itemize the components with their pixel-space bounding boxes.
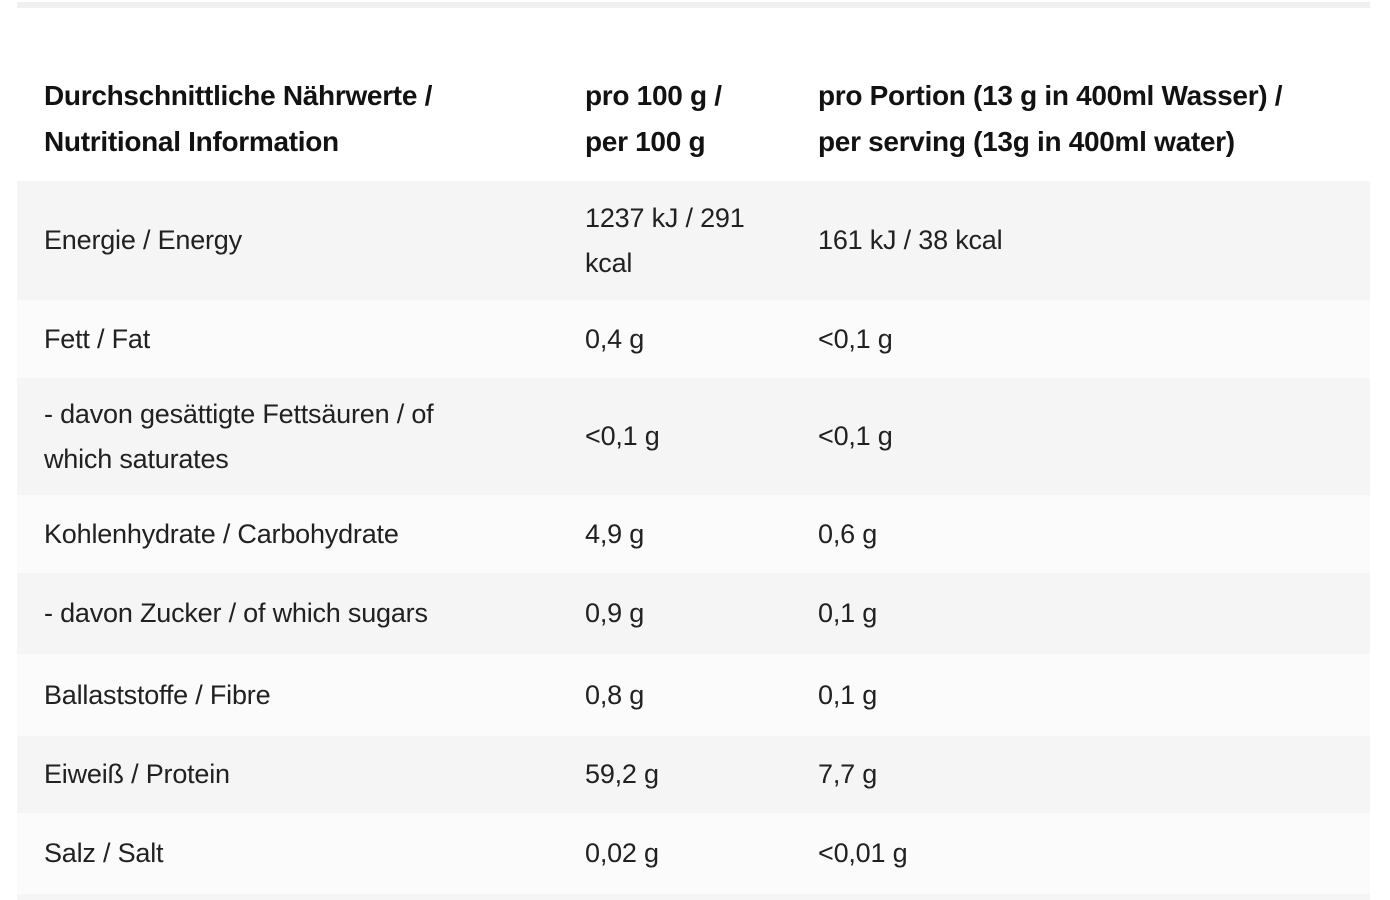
header-per100: pro 100 g / per 100 g (585, 73, 818, 165)
table-row-protein: Eiweiß / Protein 59,2 g 7,7 g (17, 736, 1370, 813)
per100-value: 59,2 g (585, 759, 659, 789)
serving-value: 0,1 g (818, 679, 878, 710)
table-row-fat: Fett / Fat 0,4 g <0,1 g (17, 300, 1370, 378)
per100-value: 0,8 g (585, 679, 645, 710)
top-divider (17, 2, 1370, 8)
nutrient-label: Ballaststoffe / Fibre (44, 679, 271, 710)
serving-value: 7,7 g (818, 759, 878, 789)
header-nutrient-line1: Durchschnittliche Nährwerte / (44, 80, 433, 111)
serving-value: <0,01 g (818, 838, 908, 868)
header-nutrient-line2: Nutritional Information (44, 126, 339, 157)
nutrient-label: Energie / Energy (44, 225, 242, 255)
header-nutrient: Durchschnittliche Nährwerte / Nutritiona… (17, 73, 585, 165)
header-per100-line1: pro 100 g / (585, 80, 722, 111)
nutrient-label: Fett / Fat (44, 323, 151, 354)
nutrient-label: - davon Zucker / of which sugars (44, 598, 428, 628)
serving-value: 0,1 g (818, 598, 878, 628)
table-row-partial-bottom (17, 894, 1370, 900)
table-row-sugars: - davon Zucker / of which sugars 0,9 g 0… (17, 573, 1370, 654)
table-row-carbohydrate: Kohlenhydrate / Carbohydrate 4,9 g 0,6 g (17, 495, 1370, 573)
serving-value: 0,6 g (818, 518, 878, 549)
serving-value: 161 kJ / 38 kcal (818, 225, 1003, 255)
table-header-row: Durchschnittliche Nährwerte / Nutritiona… (17, 8, 1370, 181)
nutrient-label: Salz / Salt (44, 838, 164, 868)
per100-value: <0,1 g (585, 421, 660, 451)
per100-value: 0,4 g (585, 323, 645, 354)
table-row-fibre: Ballaststoffe / Fibre 0,8 g 0,1 g (17, 654, 1370, 736)
table-row-salt: Salz / Salt 0,02 g <0,01 g (17, 813, 1370, 894)
table-row-energy: Energie / Energy 1237 kJ / 291 kcal 161 … (17, 181, 1370, 300)
per100-value: 4,9 g (585, 518, 645, 549)
header-serving-line1: pro Portion (13 g in 400ml Wasser) / (818, 80, 1283, 111)
nutrient-label: Kohlenhydrate / Carbohydrate (44, 518, 399, 549)
serving-value: <0,1 g (818, 421, 893, 451)
nutrient-label: - davon gesättigte Fettsäuren / of which… (44, 398, 434, 474)
header-serving: pro Portion (13 g in 400ml Wasser) / per… (818, 73, 1370, 165)
header-per100-line2: per 100 g (585, 126, 706, 157)
nutrition-table: Durchschnittliche Nährwerte / Nutritiona… (17, 8, 1370, 900)
per100-value: 1237 kJ / 291 kcal (585, 202, 745, 278)
per100-value: 0,02 g (585, 838, 659, 868)
per100-value: 0,9 g (585, 598, 645, 628)
nutrient-label: Eiweiß / Protein (44, 759, 230, 789)
table-row-saturates: - davon gesättigte Fettsäuren / of which… (17, 378, 1370, 495)
header-serving-line2: per serving (13g in 400ml water) (818, 126, 1235, 157)
serving-value: <0,1 g (818, 323, 893, 354)
table-body: Energie / Energy 1237 kJ / 291 kcal 161 … (17, 181, 1370, 900)
